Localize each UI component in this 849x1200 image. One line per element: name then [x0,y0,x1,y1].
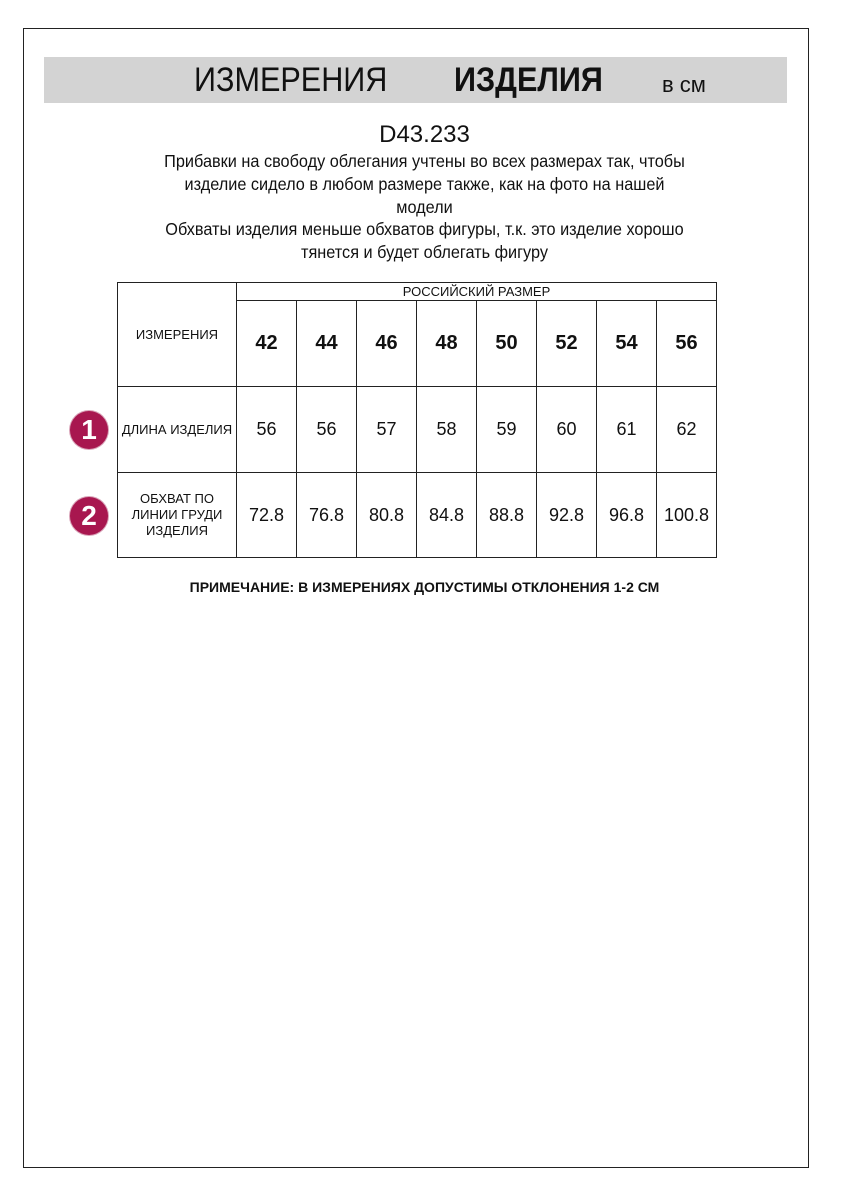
paragraph-1: Прибавки на свободу облегания учтены во … [30,150,820,219]
size-header: 46 [356,300,417,387]
size-header: 54 [596,300,657,387]
value-cell: 57 [356,386,417,473]
value-cell: 60 [536,386,597,473]
row-label: ОБХВАТ ПО ЛИНИИ ГРУДИ ИЗДЕЛИЯ [117,472,237,558]
size-header: 42 [236,300,297,387]
value-cell: 100.8 [656,472,717,558]
text-line: тянется и будет облегать фигуру [301,242,548,262]
title-regular: ИЗМЕРЕНИЯ [194,61,388,99]
value-cell: 62 [656,386,717,473]
article-code: D43.233 [379,121,470,148]
row-label: ДЛИНА ИЗДЕЛИЯ [117,386,237,473]
size-header: 52 [536,300,597,387]
note: ПРИМЕЧАНИЕ: В ИЗМЕРЕНИЯХ ДОПУСТИМЫ ОТКЛО… [189,579,660,595]
text-line: Прибавки на свободу облегания учтены во … [164,151,685,171]
size-header: 44 [296,300,357,387]
text-line: модели [396,197,453,217]
title-unit: в см [662,72,706,97]
value-cell: 84.8 [416,472,477,558]
size-header: 56 [656,300,717,387]
title-bold: ИЗДЕЛИЯ [454,61,603,99]
size-header: 48 [416,300,477,387]
badge-1: 1 [70,411,108,449]
text-line: изделие сидело в любом размере также, ка… [184,174,665,194]
value-cell: 88.8 [476,472,537,558]
paragraph-2: Обхваты изделия меньше обхватов фигуры, … [30,218,820,264]
group-label: РОССИЙСКИЙ РАЗМЕР [236,282,717,301]
badge-2: 2 [70,497,108,535]
page-frame [23,28,809,1168]
value-cell: 58 [416,386,477,473]
size-table: ИЗМЕРЕНИЯ РОССИЙСКИЙ РАЗМЕР 42 44 46 48 50 52… [117,282,717,558]
value-cell: 56 [236,386,297,473]
title-banner: ИЗМЕРЕНИЯ ИЗДЕЛИЯ в см [44,57,787,103]
value-cell: 59 [476,386,537,473]
value-cell: 76.8 [296,472,357,558]
value-cell: 96.8 [596,472,657,558]
value-cell: 56 [296,386,357,473]
corner-label: ИЗМЕРЕНИЯ [117,282,237,387]
text-line: Обхваты изделия меньше обхватов фигуры, … [165,219,684,239]
size-header: 50 [476,300,537,387]
value-cell: 92.8 [536,472,597,558]
value-cell: 61 [596,386,657,473]
value-cell: 80.8 [356,472,417,558]
value-cell: 72.8 [236,472,297,558]
